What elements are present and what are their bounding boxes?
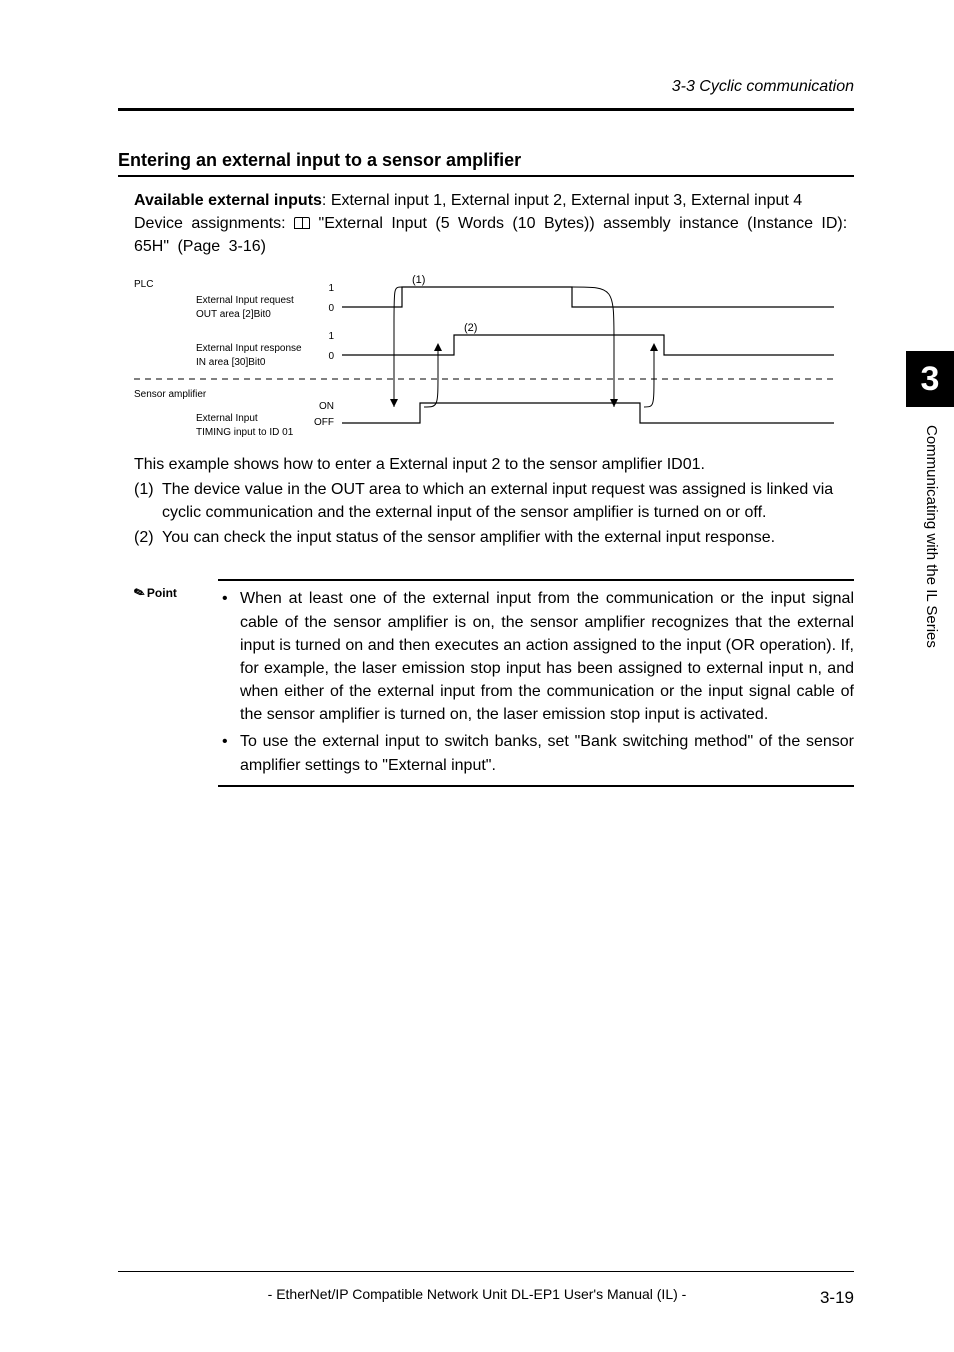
svg-text:1: 1 xyxy=(328,283,334,294)
list-text-2: You can check the input status of the se… xyxy=(162,526,854,549)
intro-paragraph: Available external inputs: External inpu… xyxy=(134,189,854,259)
svg-text:0: 0 xyxy=(328,303,334,314)
point-item: • When at least one of the external inpu… xyxy=(218,587,854,726)
bullet-icon: • xyxy=(218,730,240,776)
chapter-tab: 3 xyxy=(906,351,954,407)
point-text-1: When at least one of the external input … xyxy=(240,587,854,726)
header-rule xyxy=(118,108,854,111)
chapter-side-label: Communicating with the IL Series xyxy=(923,425,940,648)
svg-text:External Input response: External Input response xyxy=(196,343,302,354)
footer-title: - EtherNet/IP Compatible Network Unit DL… xyxy=(268,1286,687,1302)
list-item: (2) You can check the input status of th… xyxy=(134,526,854,549)
svg-text:Sensor amplifier: Sensor amplifier xyxy=(134,389,207,400)
section-title: Entering an external input to a sensor a… xyxy=(118,150,854,171)
point-top-rule xyxy=(218,579,854,581)
svg-text:(2): (2) xyxy=(464,322,477,334)
svg-text:IN area [30]Bit0: IN area [30]Bit0 xyxy=(196,357,266,368)
book-icon xyxy=(294,217,310,229)
svg-text:OFF: OFF xyxy=(314,417,334,428)
svg-text:TIMING input to ID 01: TIMING input to ID 01 xyxy=(196,427,294,438)
list-num-1: (1) xyxy=(134,478,162,524)
plc-label: PLC xyxy=(134,279,153,290)
intro-rest: : External input 1, External input 2, Ex… xyxy=(322,192,802,209)
point-item: • To use the external input to switch ba… xyxy=(218,730,854,776)
bullet-icon: • xyxy=(218,587,240,726)
intro-label: Available external inputs xyxy=(134,192,322,209)
example-lead: This example shows how to enter a Extern… xyxy=(134,453,854,476)
section-rule xyxy=(118,175,854,177)
point-label-text: Point xyxy=(147,586,177,600)
device-pre: Device assignments: xyxy=(134,215,294,232)
svg-text:External Input request: External Input request xyxy=(196,295,294,306)
footer-rule xyxy=(118,1271,854,1272)
page-number: 3-19 xyxy=(820,1288,854,1308)
svg-text:(1): (1) xyxy=(412,274,425,286)
timing-diagram: PLC External Input request OUT area [2]B… xyxy=(134,273,834,453)
svg-text:OUT area [2]Bit0: OUT area [2]Bit0 xyxy=(196,309,271,320)
svg-text:External Input: External Input xyxy=(196,413,258,424)
point-label: ✎Point xyxy=(134,579,218,787)
list-text-1: The device value in the OUT area to whic… xyxy=(162,478,854,524)
list-item: (1) The device value in the OUT area to … xyxy=(134,478,854,524)
point-icon: ✎ xyxy=(132,584,148,603)
list-num-2: (2) xyxy=(134,526,162,549)
svg-text:1: 1 xyxy=(328,331,334,342)
header-section-title: 3-3 Cyclic communication xyxy=(672,78,854,96)
svg-text:0: 0 xyxy=(328,351,334,362)
point-text-2: To use the external input to switch bank… xyxy=(240,730,854,776)
svg-text:ON: ON xyxy=(319,401,334,412)
point-bottom-rule xyxy=(218,785,854,787)
